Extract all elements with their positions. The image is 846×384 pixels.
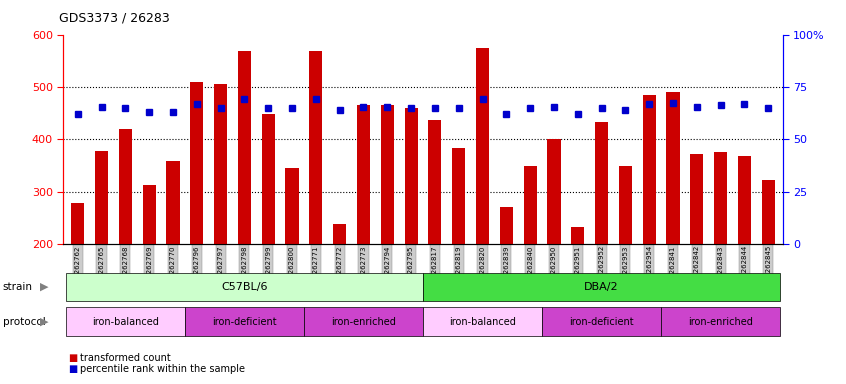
Text: transformed count: transformed count [80,353,170,363]
Bar [381,105,394,244]
Text: ■: ■ [68,353,77,363]
Bar [667,92,679,244]
Text: iron-balanced: iron-balanced [449,316,516,327]
Text: iron-balanced: iron-balanced [92,316,159,327]
Bar [452,148,465,244]
Bar [618,166,632,244]
Bar [690,154,703,244]
Bar [167,161,179,244]
Text: percentile rank within the sample: percentile rank within the sample [80,364,244,374]
Bar [761,180,775,244]
Text: GDS3373 / 26283: GDS3373 / 26283 [59,12,170,25]
Bar [285,168,299,244]
Text: ▶: ▶ [40,316,48,327]
Bar [118,129,132,244]
Bar [95,151,108,244]
Text: ■: ■ [68,364,77,374]
Text: strain: strain [3,282,32,292]
Bar [404,108,418,244]
Text: C57BL/6: C57BL/6 [221,282,267,292]
Bar [333,224,346,244]
Text: iron-enriched: iron-enriched [688,316,753,327]
Text: iron-deficient: iron-deficient [569,316,634,327]
Bar [738,156,751,244]
Bar [428,120,442,244]
Bar [476,48,489,244]
Bar [238,51,251,244]
Bar [261,114,275,244]
Text: DBA/2: DBA/2 [585,282,619,292]
Bar [190,82,203,244]
Bar [143,185,156,244]
Bar [214,84,228,244]
Bar [524,166,536,244]
Text: ▶: ▶ [40,282,48,292]
Text: iron-deficient: iron-deficient [212,316,277,327]
Bar [714,152,728,244]
Bar [71,203,85,244]
Bar [547,139,561,244]
Bar [500,207,513,244]
Bar [643,95,656,244]
Bar [357,105,370,244]
Text: iron-enriched: iron-enriched [331,316,396,327]
Text: protocol: protocol [3,316,46,327]
Bar [310,51,322,244]
Bar [595,122,608,244]
Bar [571,227,585,244]
